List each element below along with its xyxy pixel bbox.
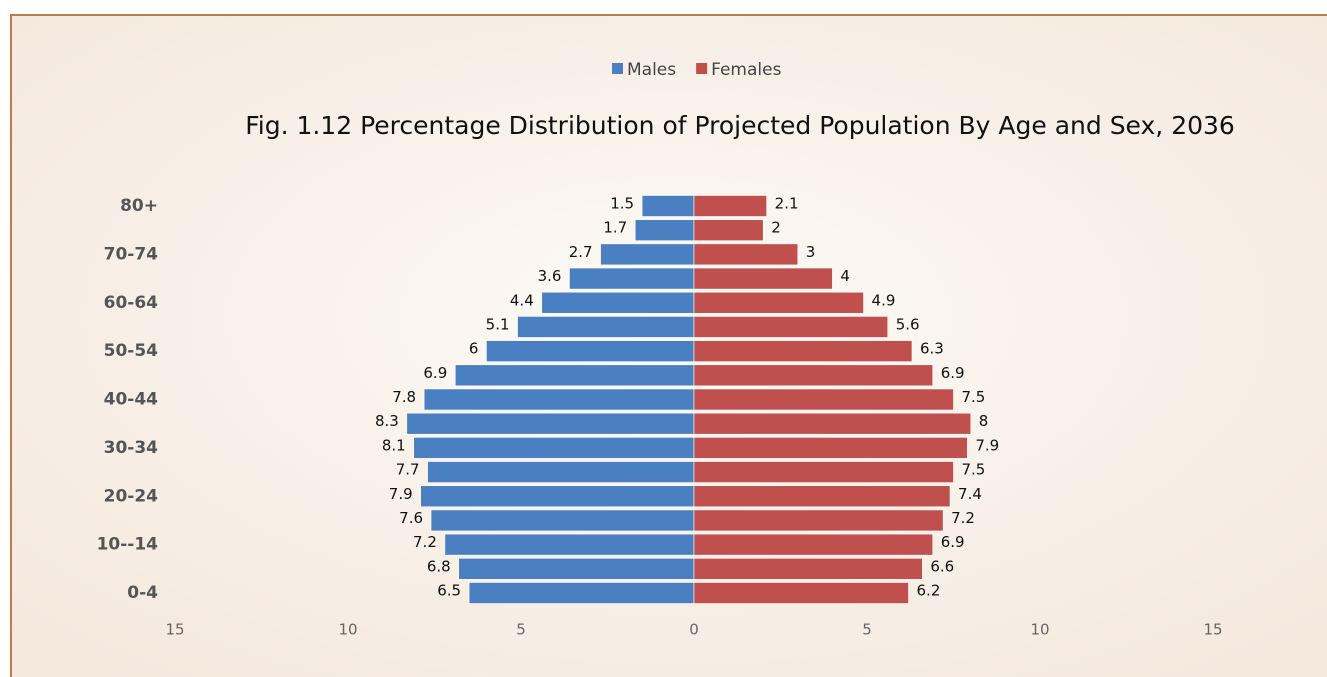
- y-tick-label: 50-54: [104, 341, 159, 361]
- bar: [693, 437, 968, 459]
- y-tick-label: 80+: [120, 196, 158, 216]
- bar: [693, 291, 864, 314]
- data-label: 8: [979, 412, 989, 430]
- data-label: 7.9: [389, 485, 413, 503]
- bar: [693, 364, 934, 387]
- y-tick-label: 30-34: [104, 438, 159, 458]
- x-tick-label: 5: [862, 621, 872, 639]
- y-tick-label: 20-24: [104, 486, 159, 506]
- data-label: 8.1: [382, 436, 406, 454]
- data-label: 5.1: [486, 315, 510, 333]
- data-label: 1.5: [610, 195, 634, 213]
- legend-swatch: [612, 63, 623, 74]
- bar: [693, 340, 913, 362]
- bar: [444, 533, 695, 556]
- data-label: 2.1: [775, 195, 799, 213]
- chart-title: Fig. 1.12 Percentage Distribution of Pro…: [245, 111, 1235, 140]
- legend-swatch: [696, 63, 708, 74]
- data-label: 6.9: [941, 533, 965, 551]
- bar: [420, 485, 695, 508]
- data-label: 7.5: [962, 461, 986, 479]
- data-label: 6.3: [920, 340, 944, 358]
- bar: [600, 243, 695, 266]
- bar: [458, 557, 695, 580]
- x-tick-label: 10: [338, 621, 357, 639]
- data-label: 2.7: [569, 243, 593, 261]
- y-tick-label: 0-4: [127, 583, 158, 603]
- data-label: 2: [771, 219, 781, 237]
- data-label: 5.6: [896, 315, 920, 333]
- data-label: 7.2: [951, 509, 975, 527]
- x-tick-label: 0: [689, 621, 699, 639]
- data-label: 7.5: [962, 388, 986, 406]
- x-tick-label: 15: [165, 621, 184, 639]
- bar: [693, 243, 799, 266]
- bar: [517, 316, 695, 338]
- y-tick-label: 70-74: [104, 244, 159, 264]
- data-label: 4.9: [872, 291, 896, 309]
- bar: [693, 533, 934, 556]
- bar: [693, 388, 954, 411]
- legend-label: Males: [627, 60, 676, 80]
- data-label: 6.5: [437, 582, 461, 600]
- data-label: 4.4: [510, 291, 534, 309]
- bar: [423, 388, 695, 411]
- bar: [430, 509, 695, 532]
- bar: [693, 412, 972, 435]
- bar: [693, 509, 944, 532]
- data-label: 4: [840, 267, 850, 285]
- bar: [693, 219, 764, 242]
- data-label: 7.4: [958, 485, 982, 503]
- x-tick-label: 15: [1203, 621, 1222, 639]
- bar: [693, 485, 951, 508]
- data-label: 7.9: [975, 436, 999, 454]
- bar: [693, 461, 954, 483]
- bar: [634, 219, 695, 242]
- data-label: 7.2: [413, 533, 437, 551]
- data-label: 3: [806, 243, 816, 261]
- bar: [468, 582, 695, 604]
- data-label: 7.7: [396, 461, 420, 479]
- y-tick-label: 10--14: [97, 535, 159, 555]
- bar: [427, 461, 695, 483]
- data-label: 6.2: [917, 582, 941, 600]
- legend-label: Females: [711, 60, 781, 80]
- y-tick-label: 60-64: [104, 293, 159, 313]
- bar: [641, 195, 695, 217]
- bar: [693, 582, 909, 604]
- data-label: 6.9: [941, 364, 965, 382]
- data-label: 1.7: [603, 219, 627, 237]
- bar: [693, 557, 923, 580]
- data-label: 6.8: [427, 557, 451, 575]
- data-label: 3.6: [538, 267, 562, 285]
- y-tick-label: 40-44: [104, 390, 159, 410]
- x-tick-label: 5: [516, 621, 526, 639]
- bar: [541, 291, 695, 314]
- data-label: 8.3: [375, 412, 399, 430]
- bar: [413, 437, 695, 459]
- x-tick-label: 10: [1030, 621, 1049, 639]
- bar: [486, 340, 695, 362]
- bar: [569, 267, 695, 290]
- data-label: 7.8: [392, 388, 416, 406]
- bar: [693, 316, 889, 338]
- data-label: 6: [469, 340, 479, 358]
- data-label: 6.6: [930, 557, 954, 575]
- bar: [406, 412, 695, 435]
- data-label: 6.9: [423, 364, 447, 382]
- data-label: 7.6: [399, 509, 423, 527]
- bar: [693, 267, 833, 290]
- bar: [693, 195, 767, 217]
- bar: [454, 364, 695, 387]
